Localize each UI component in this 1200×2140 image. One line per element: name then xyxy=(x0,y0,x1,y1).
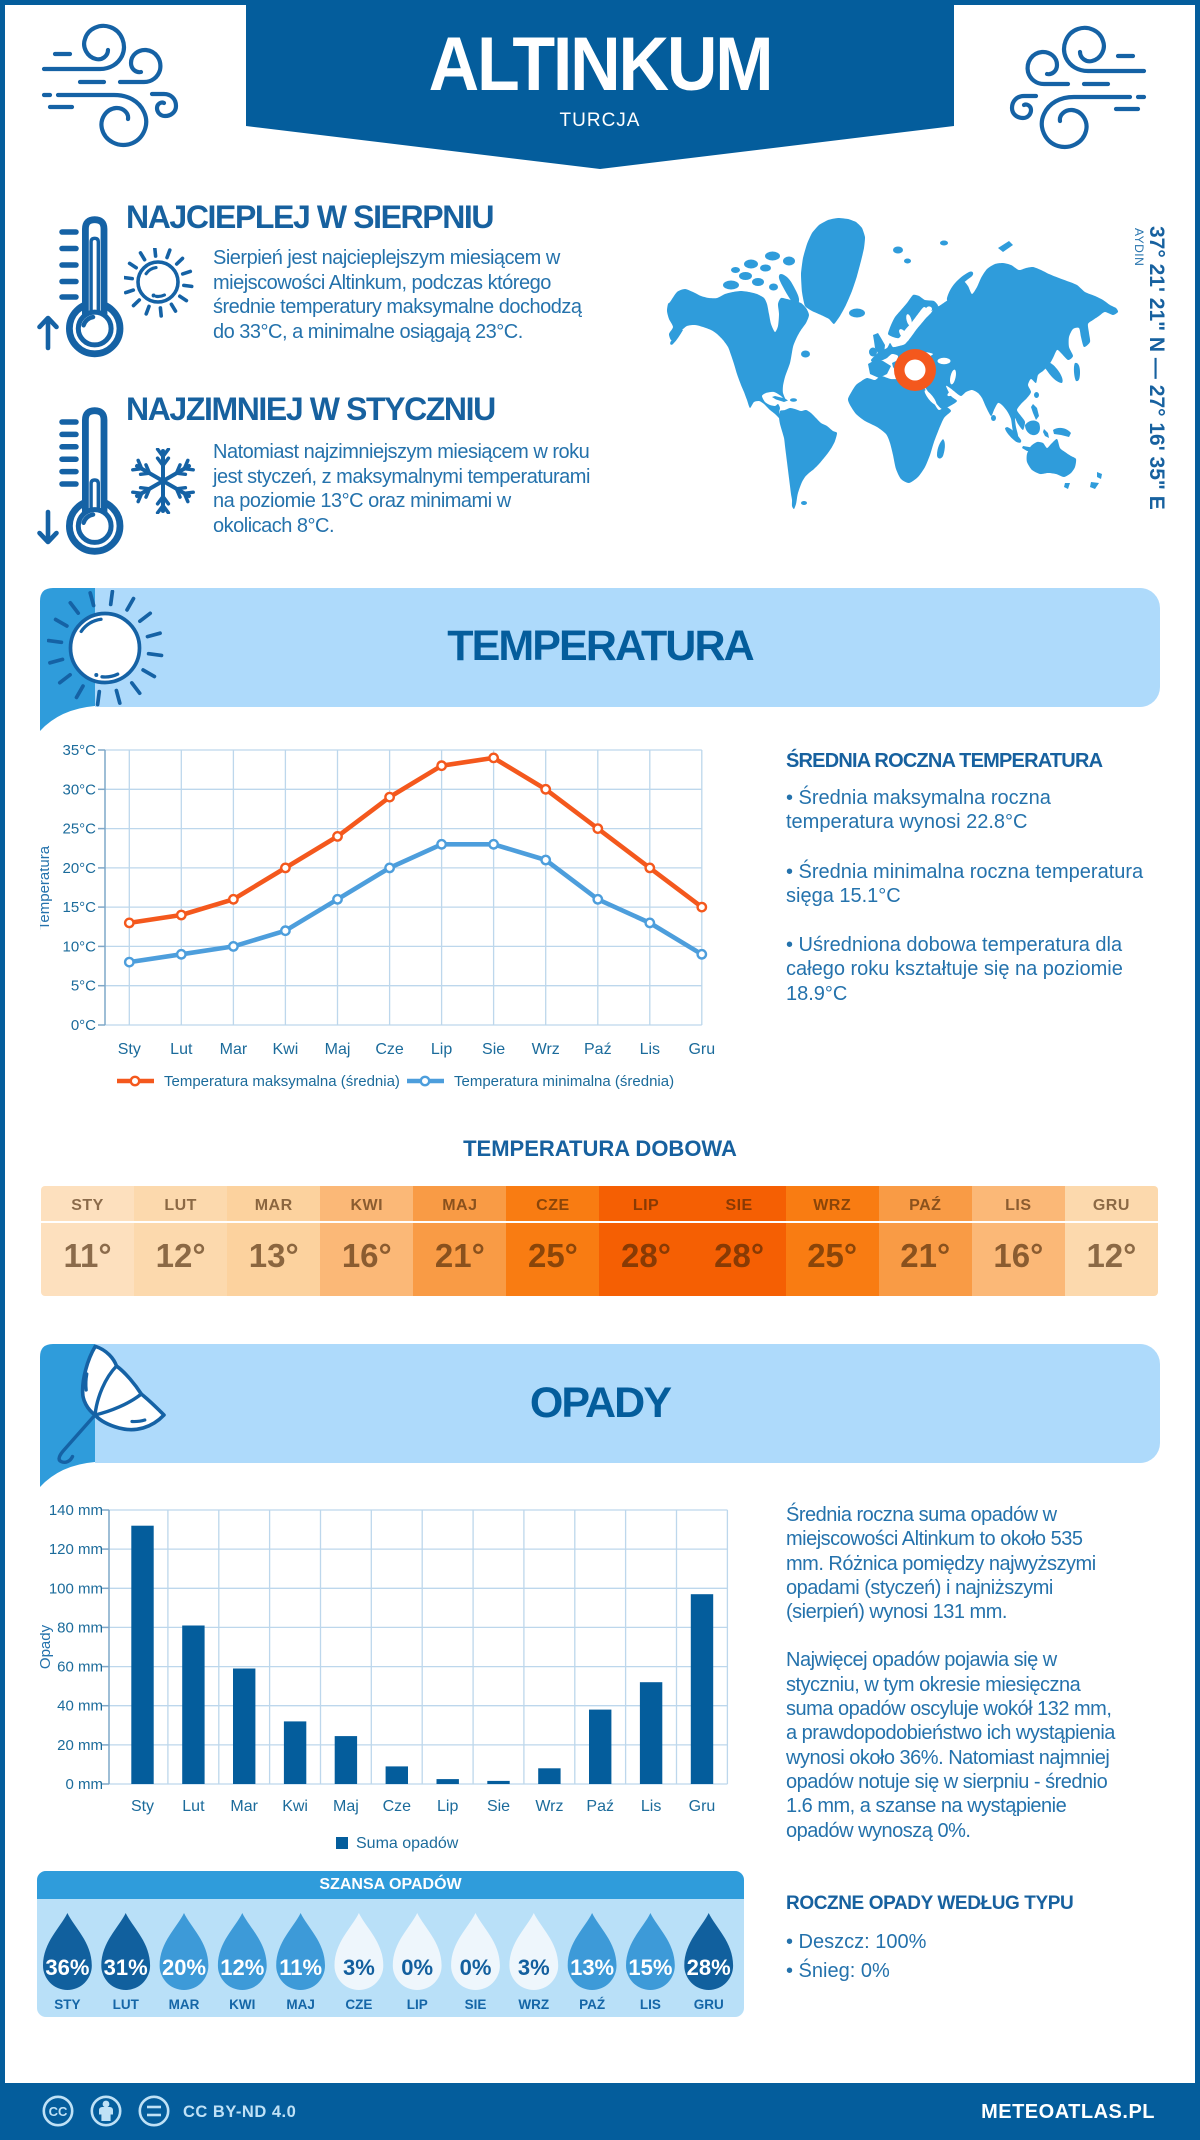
svg-text:10°C: 10°C xyxy=(62,938,96,955)
svg-text:CC BY-ND 4.0: CC BY-ND 4.0 xyxy=(183,2103,296,2121)
svg-text:Sie: Sie xyxy=(482,1041,505,1058)
svg-text:Sty: Sty xyxy=(131,1798,154,1815)
svg-text:Gru: Gru xyxy=(689,1798,716,1815)
svg-text:20%: 20% xyxy=(162,1955,206,1980)
svg-text:0 mm: 0 mm xyxy=(66,1776,104,1793)
svg-text:Kwi: Kwi xyxy=(273,1041,299,1058)
svg-text:0%: 0% xyxy=(401,1955,433,1980)
svg-text:Temperatura: Temperatura xyxy=(40,845,53,930)
svg-text:30°C: 30°C xyxy=(62,781,96,798)
svg-text:120 mm: 120 mm xyxy=(49,1541,103,1558)
svg-text:STY: STY xyxy=(54,1997,80,2012)
svg-text:WRZ: WRZ xyxy=(518,1997,549,2012)
svg-text:28%: 28% xyxy=(687,1955,731,1980)
svg-text:Wrz: Wrz xyxy=(532,1041,560,1058)
svg-text:60 mm: 60 mm xyxy=(57,1659,103,1676)
svg-text:100 mm: 100 mm xyxy=(49,1580,103,1597)
svg-text:Wrz: Wrz xyxy=(535,1798,563,1815)
svg-text:3%: 3% xyxy=(518,1955,550,1980)
svg-text:Maj: Maj xyxy=(333,1798,359,1815)
svg-text:MAR: MAR xyxy=(169,1997,200,2012)
svg-text:PAŹ: PAŹ xyxy=(579,1997,605,2012)
svg-text:40 mm: 40 mm xyxy=(57,1698,103,1715)
svg-text:Lut: Lut xyxy=(170,1041,193,1058)
svg-text:Temperatura minimalna (średnia: Temperatura minimalna (średnia) xyxy=(454,1073,674,1090)
svg-text:SIE: SIE xyxy=(465,1997,487,2012)
svg-text:35°C: 35°C xyxy=(62,742,96,759)
svg-text:Opady: Opady xyxy=(40,1624,54,1669)
svg-text:Maj: Maj xyxy=(325,1041,351,1058)
svg-text:5°C: 5°C xyxy=(71,978,96,995)
svg-text:CC: CC xyxy=(49,2104,68,2119)
svg-text:140 mm: 140 mm xyxy=(49,1502,103,1519)
svg-text:Gru: Gru xyxy=(688,1041,715,1058)
svg-text:KWI: KWI xyxy=(229,1997,255,2012)
svg-text:Cze: Cze xyxy=(375,1041,404,1058)
svg-text:Sty: Sty xyxy=(118,1041,141,1058)
svg-text:36%: 36% xyxy=(45,1955,89,1980)
svg-text:13%: 13% xyxy=(570,1955,614,1980)
svg-text:80 mm: 80 mm xyxy=(57,1619,103,1636)
svg-text:CZE: CZE xyxy=(345,1997,372,2012)
svg-text:Cze: Cze xyxy=(383,1798,412,1815)
svg-text:12%: 12% xyxy=(220,1955,264,1980)
svg-text:Mar: Mar xyxy=(220,1041,248,1058)
svg-text:15°C: 15°C xyxy=(62,899,96,916)
svg-text:Kwi: Kwi xyxy=(282,1798,308,1815)
svg-text:15%: 15% xyxy=(628,1955,672,1980)
svg-text:31%: 31% xyxy=(104,1955,148,1980)
svg-text:20°C: 20°C xyxy=(62,860,96,877)
svg-text:LIS: LIS xyxy=(640,1997,661,2012)
svg-text:Lip: Lip xyxy=(431,1041,452,1058)
svg-text:Mar: Mar xyxy=(230,1798,258,1815)
svg-text:Lip: Lip xyxy=(437,1798,458,1815)
svg-text:Sie: Sie xyxy=(487,1798,510,1815)
svg-text:20 mm: 20 mm xyxy=(57,1737,103,1754)
svg-text:3%: 3% xyxy=(343,1955,375,1980)
svg-text:Paź: Paź xyxy=(586,1798,614,1815)
svg-text:Lis: Lis xyxy=(641,1798,661,1815)
svg-text:25°C: 25°C xyxy=(62,821,96,838)
svg-text:GRU: GRU xyxy=(694,1997,724,2012)
svg-text:0%: 0% xyxy=(460,1955,492,1980)
svg-text:0°C: 0°C xyxy=(71,1017,96,1034)
svg-text:MAJ: MAJ xyxy=(286,1997,315,2012)
svg-text:Temperatura maksymalna (średni: Temperatura maksymalna (średnia) xyxy=(164,1073,400,1090)
svg-text:LIP: LIP xyxy=(407,1997,428,2012)
svg-text:LUT: LUT xyxy=(113,1997,140,2012)
svg-text:Lis: Lis xyxy=(640,1041,660,1058)
svg-text:11%: 11% xyxy=(279,1955,322,1980)
svg-text:Paź: Paź xyxy=(584,1041,612,1058)
svg-text:Suma opadów: Suma opadów xyxy=(356,1835,459,1852)
svg-text:Lut: Lut xyxy=(182,1798,205,1815)
